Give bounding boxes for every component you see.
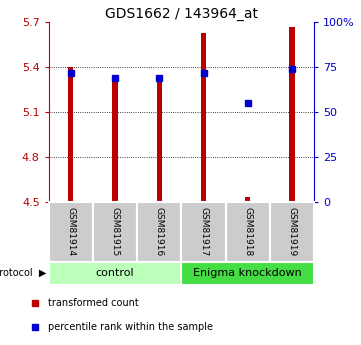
Text: control: control: [96, 268, 134, 278]
Bar: [270, 202, 314, 262]
Title: GDS1662 / 143964_at: GDS1662 / 143964_at: [105, 7, 258, 21]
Bar: [157, 78, 162, 202]
Text: GSM81915: GSM81915: [110, 207, 119, 257]
Bar: [68, 67, 74, 202]
Text: GSM81917: GSM81917: [199, 207, 208, 257]
Text: percentile rank within the sample: percentile rank within the sample: [48, 322, 213, 332]
Bar: [181, 262, 314, 285]
Bar: [245, 197, 251, 202]
Text: Enigma knockdown: Enigma knockdown: [193, 268, 302, 278]
Bar: [93, 202, 137, 262]
Bar: [201, 33, 206, 202]
Bar: [181, 202, 226, 262]
Text: GSM81918: GSM81918: [243, 207, 252, 257]
Bar: [289, 27, 295, 202]
Bar: [112, 78, 118, 202]
Text: GSM81916: GSM81916: [155, 207, 164, 257]
Bar: [226, 202, 270, 262]
Text: transformed count: transformed count: [48, 298, 139, 308]
Text: protocol  ▶: protocol ▶: [0, 268, 46, 278]
Text: GSM81914: GSM81914: [66, 207, 75, 257]
Bar: [49, 262, 181, 285]
Text: GSM81919: GSM81919: [287, 207, 296, 257]
Bar: [49, 202, 93, 262]
Bar: [137, 202, 182, 262]
